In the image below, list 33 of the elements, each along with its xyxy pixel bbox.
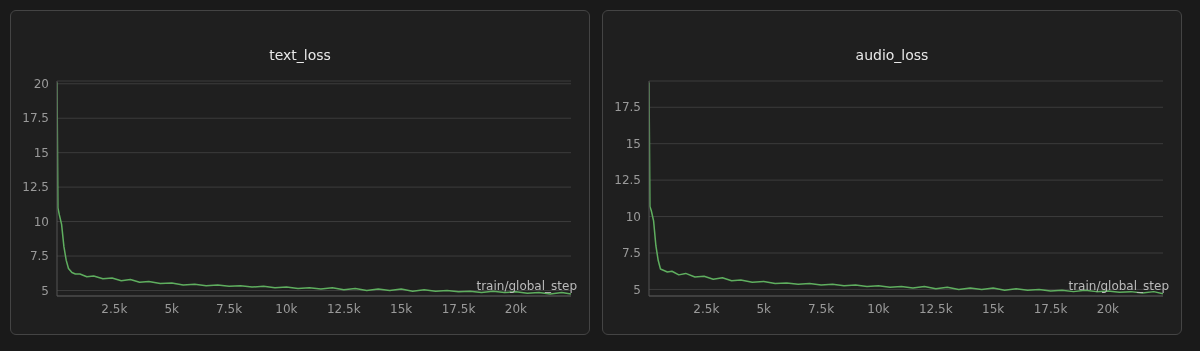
x-tick-label: 2.5k [693,301,720,316]
x-tick-label: 7.5k [808,301,835,316]
y-tick-label: 20 [33,77,49,92]
x-tick-label: 20k [504,301,528,316]
y-tick-label: 5 [633,282,641,297]
chart-title: text_loss [268,47,332,63]
y-tick-label: 10 [33,214,49,229]
y-tick-label: 17.5 [614,100,641,115]
x-tick-label: 5k [164,301,180,316]
x-tick-label: 17.5k [1033,301,1068,316]
x-tick-label: 17.5k [441,301,476,316]
x-tick-label: 5k [756,301,772,316]
x-tick-label: 15k [390,301,413,316]
x-axis-title: train/global_step [1068,279,1169,293]
y-tick-label: 5 [41,283,49,298]
x-tick-label: 12.5k [918,301,953,316]
x-tick-label: 15k [982,301,1005,316]
x-tick-label: 7.5k [216,301,243,316]
chart-title: audio_loss [854,47,930,63]
y-tick-label: 7.5 [29,249,49,264]
y-tick-label: 17.5 [22,111,49,126]
y-tick-label: 12.5 [614,173,641,188]
x-axis-title: train/global_step [476,279,577,293]
x-tick-label: 10k [275,301,298,316]
y-tick-label: 15 [33,145,49,160]
x-tick-label: 10k [867,301,890,316]
x-tick-label: 2.5k [101,301,128,316]
y-tick-label: 12.5 [22,180,49,195]
y-tick-label: 15 [625,136,641,151]
y-tick-label: 7.5 [621,246,641,261]
y-tick-label: 10 [625,209,641,224]
x-tick-label: 20k [1096,301,1120,316]
x-tick-label: 12.5k [326,301,361,316]
